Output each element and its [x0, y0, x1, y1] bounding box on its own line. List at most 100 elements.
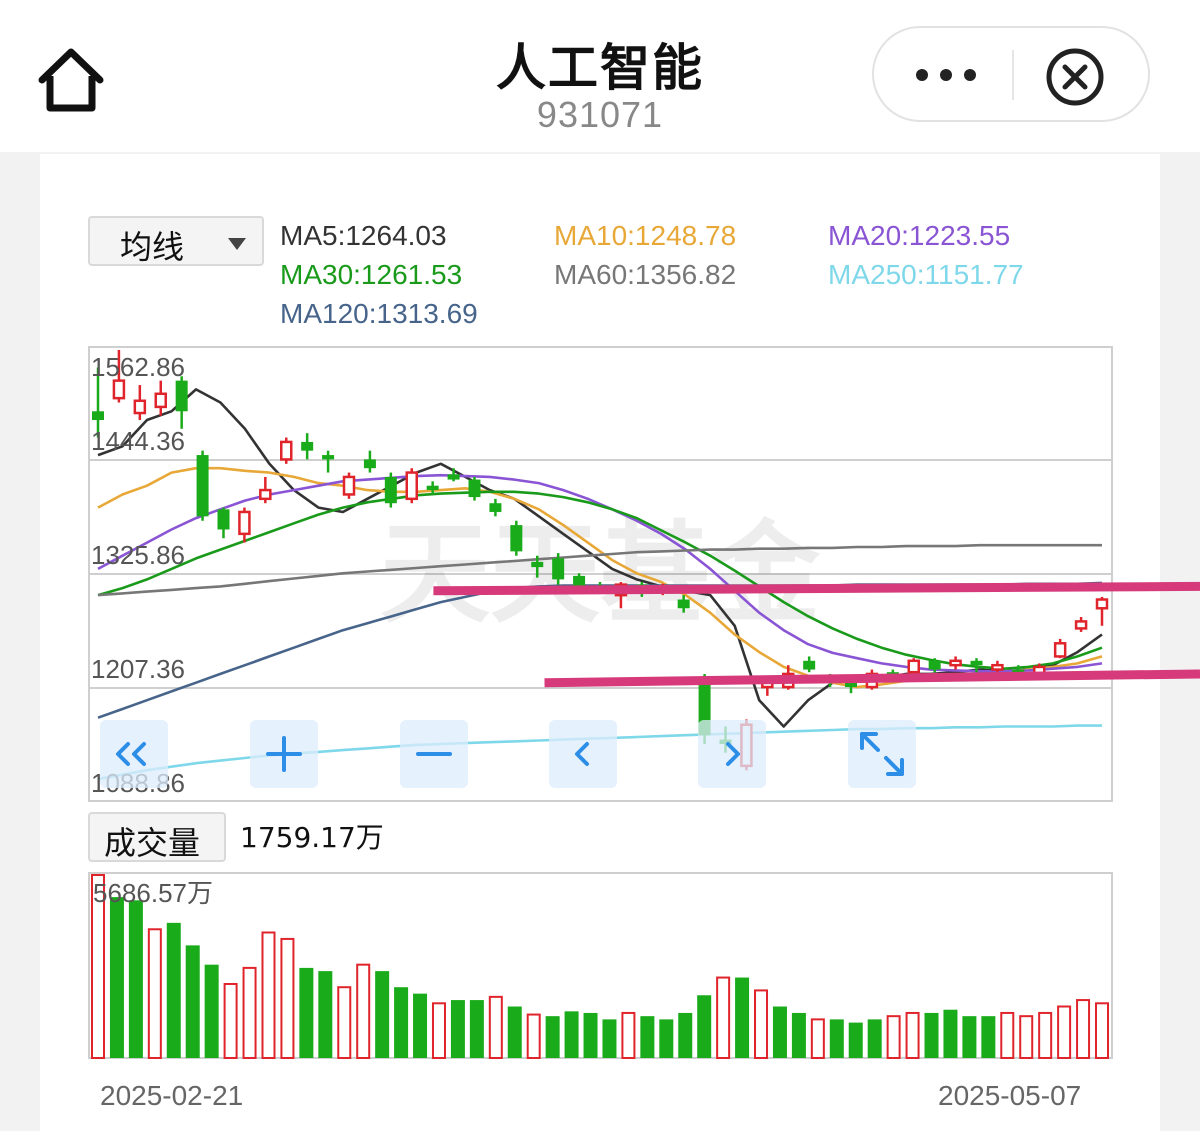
candle-body [845, 682, 857, 688]
volume-bar [242, 966, 257, 1059]
candle-body [970, 660, 983, 666]
candle-body [301, 441, 314, 451]
candle-body [677, 599, 690, 609]
volume-bar [962, 1016, 977, 1058]
candle-body [342, 475, 356, 496]
candle [1095, 596, 1109, 626]
control-bg [698, 720, 766, 788]
volume-bar [754, 989, 769, 1060]
price-axis-label: 1444.36 [91, 426, 185, 456]
watermark-text: 天天基金 [380, 513, 821, 636]
volume-bar [299, 967, 314, 1058]
candle-body [133, 399, 147, 415]
volume-bar [223, 982, 238, 1060]
control-bg [549, 720, 617, 788]
volume-max-label: 5686.57万 [93, 878, 213, 908]
volume-bar [280, 937, 295, 1060]
volume-bar [431, 1002, 446, 1060]
candle [531, 555, 544, 578]
candle [803, 656, 816, 673]
zoom-out-button[interactable] [400, 720, 468, 788]
volume-bar [1038, 1011, 1053, 1059]
candle [384, 472, 397, 508]
candle [468, 476, 481, 501]
candle-body [991, 663, 1004, 671]
zoom-in-button[interactable] [250, 720, 318, 788]
chart-controls [100, 720, 916, 788]
price-axis-label: 1207.36 [91, 654, 185, 684]
volume-bar [204, 964, 219, 1058]
volume-bar [1019, 1015, 1034, 1060]
volume-bar [526, 1013, 541, 1060]
more-dots-icon[interactable] [910, 58, 990, 92]
candle [447, 468, 460, 482]
home-icon[interactable] [36, 46, 106, 114]
candle-body [949, 659, 962, 667]
candle-body [217, 509, 230, 530]
volume-value: 1759.17万 [240, 821, 384, 854]
candle [510, 520, 523, 556]
double-chevron-left-icon [116, 742, 146, 766]
candle-body [928, 660, 941, 670]
ma-selector-label: 均线 [120, 228, 185, 266]
candle [552, 553, 565, 585]
ma-line-ma60 [97, 543, 1102, 597]
ma-legend-ma250: MA250:1151.77 [828, 259, 1024, 290]
volume-bar [507, 1006, 522, 1058]
volume-bar [109, 897, 124, 1058]
candle [489, 498, 502, 517]
chevron-right-icon [726, 742, 740, 766]
candle [426, 481, 439, 495]
candle [1053, 638, 1067, 659]
close-circle-icon[interactable] [1044, 46, 1106, 108]
volume-bar [488, 995, 503, 1060]
volume-bar [583, 1012, 598, 1058]
volume-bar [621, 1011, 636, 1059]
volume-selector-label: 成交量 [104, 824, 201, 862]
candle [301, 433, 314, 460]
candle [112, 349, 126, 403]
volume-bar [166, 922, 181, 1058]
volume-bar [337, 986, 352, 1059]
volume-bar [791, 1012, 806, 1058]
ma-legend-ma5: MA5:1264.03 [280, 220, 447, 251]
candle-body [447, 474, 460, 480]
candle-body [907, 659, 920, 674]
rewind-button[interactable] [100, 720, 168, 788]
scroll-left-button[interactable] [549, 720, 617, 788]
header: 人工智能 931071 [0, 0, 1200, 152]
price-axis-label: 1325.86 [91, 540, 185, 570]
volume-chart-frame [88, 872, 1113, 1059]
volume-selector[interactable]: 成交量 [88, 812, 226, 862]
ma-selector[interactable]: 均线 [88, 216, 264, 266]
watermark: 天天基金 [380, 513, 821, 636]
plus-icon [266, 736, 302, 772]
candle-body [280, 440, 293, 461]
candle [259, 476, 272, 504]
volume-bar [1076, 999, 1091, 1059]
fullscreen-button[interactable] [848, 720, 916, 788]
volume-bar [640, 1016, 655, 1058]
candle [154, 380, 167, 416]
scroll-right-button[interactable] [698, 720, 766, 788]
candle [133, 385, 147, 421]
candle [217, 507, 230, 539]
price-axis-label: 1562.86 [91, 352, 185, 382]
candle [970, 658, 983, 673]
volume-bar [981, 1016, 996, 1058]
volume-bar [772, 1006, 787, 1058]
start-date: 2025-02-21 [100, 1080, 244, 1111]
volume-bar [735, 977, 750, 1058]
candle-body [510, 525, 523, 552]
candle [238, 507, 251, 543]
ma-legend-ma60: MA60:1356.82 [554, 259, 737, 290]
index-code: 931071 [536, 94, 664, 135]
candle-body [196, 455, 209, 517]
candle-body [552, 558, 565, 580]
candle-body [259, 488, 272, 501]
volume-bar [867, 1019, 882, 1058]
volume-bar [1000, 1011, 1015, 1059]
volume-bars [91, 874, 1109, 1060]
volume-bar [659, 1019, 674, 1058]
